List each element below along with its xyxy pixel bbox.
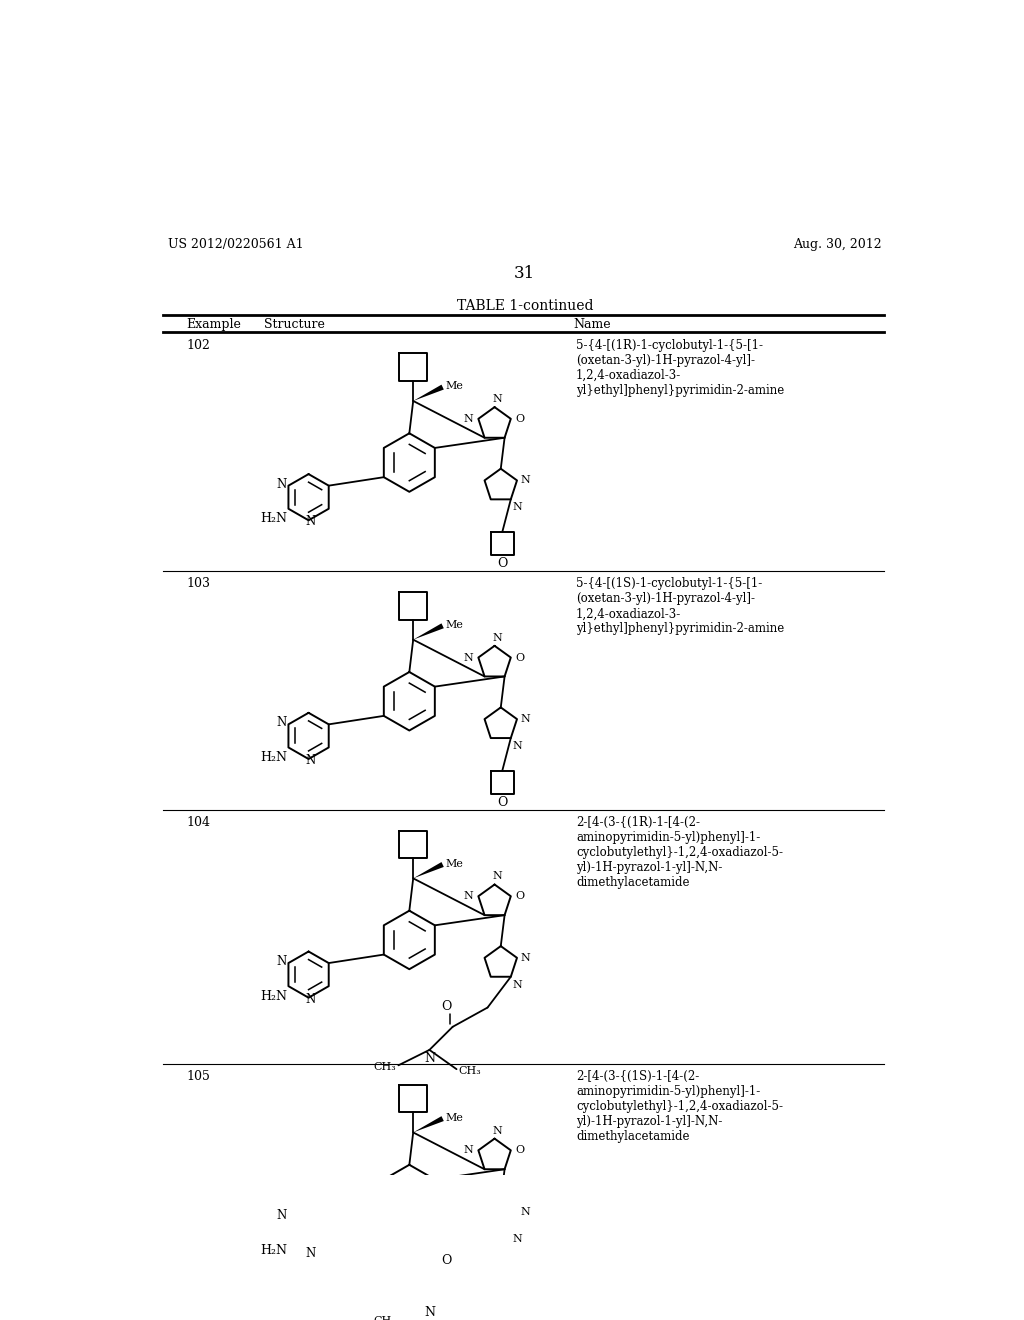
Text: N: N (276, 478, 287, 491)
Text: H₂N: H₂N (260, 1243, 288, 1257)
Text: O: O (497, 796, 508, 809)
Text: N: N (512, 979, 522, 990)
Text: N: N (305, 993, 315, 1006)
Text: N: N (276, 954, 287, 968)
Text: H₂N: H₂N (260, 512, 288, 525)
Text: 5-{4-[(1S)-1-cyclobutyl-1-{5-[1-
(oxetan-3-yl)-1H-pyrazol-4-yl]-
1,2,4-oxadiazol: 5-{4-[(1S)-1-cyclobutyl-1-{5-[1- (oxetan… (575, 577, 784, 635)
Text: O: O (497, 557, 508, 570)
Text: Me: Me (445, 381, 463, 391)
Polygon shape (414, 384, 443, 401)
Polygon shape (414, 623, 443, 640)
Text: 5-{4-[(1R)-1-cyclobutyl-1-{5-[1-
(oxetan-3-yl)-1H-pyrazol-4-yl]-
1,2,4-oxadiazol: 5-{4-[(1R)-1-cyclobutyl-1-{5-[1- (oxetan… (575, 339, 784, 396)
Text: Me: Me (445, 859, 463, 869)
Text: Me: Me (445, 620, 463, 630)
Text: 2-[4-(3-{(1R)-1-[4-(2-
aminopyrimidin-5-yl)phenyl]-1-
cyclobutylethyl}-1,2,4-oxa: 2-[4-(3-{(1R)-1-[4-(2- aminopyrimidin-5-… (575, 816, 783, 888)
Text: 104: 104 (186, 816, 210, 829)
Text: 2-[4-(3-{(1S)-1-[4-(2-
aminopyrimidin-5-yl)phenyl]-1-
cyclobutylethyl}-1,2,4-oxa: 2-[4-(3-{(1S)-1-[4-(2- aminopyrimidin-5-… (575, 1071, 783, 1143)
Text: CH₃: CH₃ (374, 1316, 396, 1320)
Text: 102: 102 (186, 339, 210, 351)
Text: 105: 105 (186, 1071, 210, 1084)
Text: O: O (441, 1254, 452, 1267)
Text: N: N (521, 953, 530, 962)
Text: N: N (521, 714, 530, 725)
Text: N: N (512, 1234, 522, 1243)
Text: N: N (464, 891, 474, 902)
Text: Me: Me (445, 1113, 463, 1123)
Text: N: N (305, 1247, 315, 1259)
Text: H₂N: H₂N (260, 751, 288, 764)
Text: N: N (521, 1206, 530, 1217)
Text: O: O (515, 652, 524, 663)
Polygon shape (414, 862, 443, 878)
Text: O: O (515, 413, 524, 424)
Text: N: N (305, 754, 315, 767)
Text: N: N (512, 503, 522, 512)
Text: N: N (464, 413, 474, 424)
Text: N: N (424, 1052, 435, 1065)
Text: 31: 31 (514, 265, 536, 282)
Text: N: N (276, 1209, 287, 1222)
Text: Aug. 30, 2012: Aug. 30, 2012 (793, 238, 882, 251)
Text: N: N (492, 632, 502, 643)
Text: TABLE 1-continued: TABLE 1-continued (457, 300, 593, 313)
Text: O: O (515, 891, 524, 902)
Text: N: N (492, 1126, 502, 1135)
Text: N: N (521, 475, 530, 486)
Text: O: O (441, 1001, 452, 1012)
Text: H₂N: H₂N (260, 990, 288, 1003)
Text: CH₃: CH₃ (374, 1061, 396, 1072)
Text: N: N (305, 515, 315, 528)
Text: CH₃: CH₃ (459, 1065, 481, 1076)
Text: Example: Example (186, 318, 241, 331)
Text: Name: Name (573, 318, 611, 331)
Text: US 2012/0220561 A1: US 2012/0220561 A1 (168, 238, 304, 251)
Text: N: N (464, 1146, 474, 1155)
Text: N: N (512, 741, 522, 751)
Polygon shape (414, 1117, 443, 1133)
Text: N: N (424, 1307, 435, 1319)
Text: N: N (492, 871, 502, 882)
Text: Structure: Structure (263, 318, 325, 331)
Text: O: O (515, 1146, 524, 1155)
Text: N: N (492, 395, 502, 404)
Text: N: N (464, 652, 474, 663)
Text: 103: 103 (186, 577, 210, 590)
Text: N: N (276, 717, 287, 730)
